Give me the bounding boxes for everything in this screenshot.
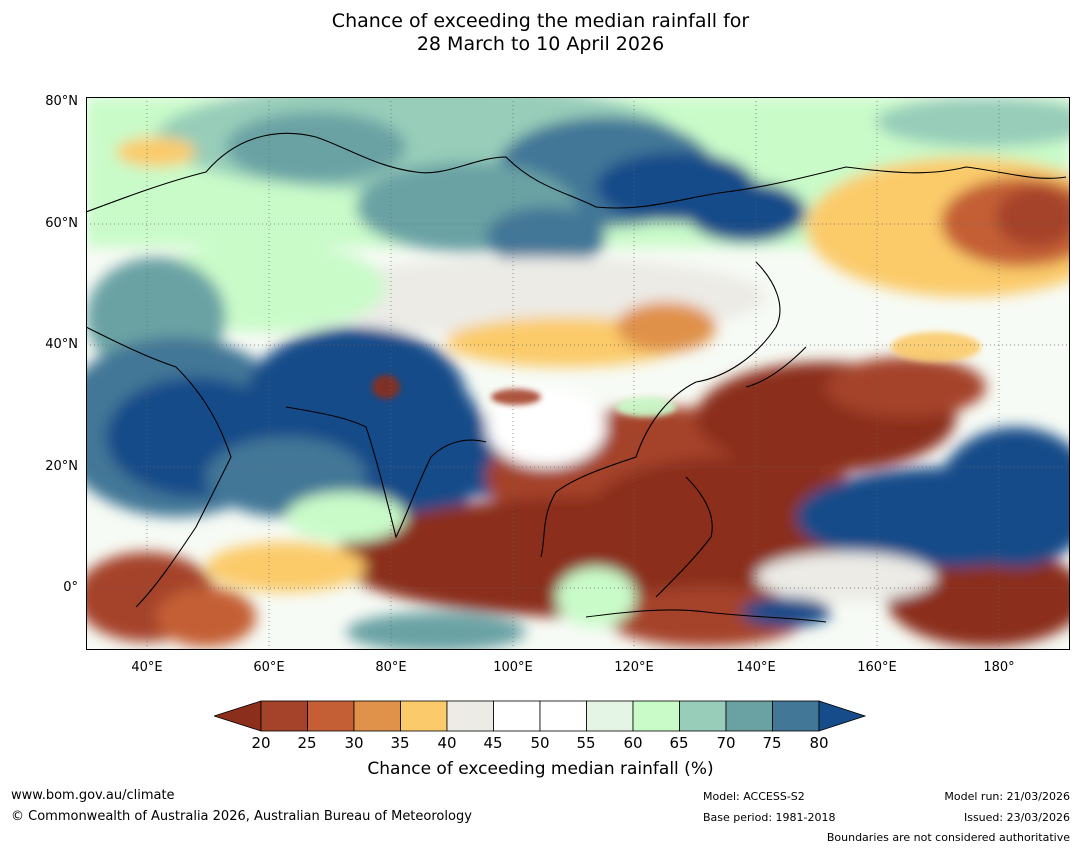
colorbar-segment	[539, 700, 587, 732]
website-link[interactable]: www.bom.gov.au/climate	[11, 788, 175, 803]
colorbar-segment	[725, 700, 773, 732]
colorbar-segment	[353, 700, 401, 732]
colorbar-segment	[632, 700, 680, 732]
rainfall-probability-map	[86, 97, 1070, 650]
base-period: Base period: 1981-2018	[703, 811, 836, 824]
lat-label-40n: 40°N	[45, 337, 78, 352]
colorbar-tick: 65	[669, 734, 689, 752]
graticule	[86, 97, 1070, 650]
colorbar-segment	[400, 700, 448, 732]
probability-field	[86, 97, 1070, 650]
boundaries-disclaimer: Boundaries are not considered authoritat…	[826, 831, 1070, 844]
colorbar-tick: 20	[251, 734, 271, 752]
map-title-line1: Chance of exceeding the median rainfall …	[331, 10, 750, 32]
lon-label-160e: 160°E	[857, 660, 897, 675]
colorbar-tick: 45	[483, 734, 503, 752]
colorbar-tick: 55	[576, 734, 596, 752]
colorbar-segment	[679, 700, 727, 732]
lat-label-80n: 80°N	[45, 94, 78, 109]
colorbar-segment	[260, 700, 308, 732]
colorbar-tick: 35	[390, 734, 410, 752]
lat-label-20n: 20°N	[45, 459, 78, 474]
lat-label-60n: 60°N	[45, 216, 78, 231]
colorbar-label: Chance of exceeding median rainfall (%)	[367, 759, 714, 779]
colorbar-tick: 75	[762, 734, 782, 752]
colorbar-tick: 25	[297, 734, 317, 752]
colorbar-segment	[493, 700, 541, 732]
issued-date: Issued: 23/03/2026	[963, 811, 1070, 824]
map-title-line2: 28 March to 10 April 2026	[416, 33, 665, 55]
model-info: Model: ACCESS-S2	[703, 790, 805, 803]
colorbar-tick: 60	[623, 734, 643, 752]
lon-label-80e: 80°E	[375, 660, 407, 675]
colorbar-tick: 80	[809, 734, 829, 752]
colorbar-segment	[446, 700, 494, 732]
colorbar-tick: 30	[344, 734, 364, 752]
colorbar-extend-high	[818, 700, 867, 732]
lon-label-100e: 100°E	[493, 660, 533, 675]
lat-label-0: 0°	[63, 580, 78, 595]
lon-label-120e: 120°E	[614, 660, 654, 675]
lon-label-180: 180°	[983, 660, 1015, 675]
colorbar	[212, 700, 867, 732]
lon-label-60e: 60°E	[253, 660, 285, 675]
lon-label-40e: 40°E	[131, 660, 163, 675]
colorbar-extend-low	[212, 700, 262, 732]
colorbar-tick: 50	[530, 734, 550, 752]
coastlines	[86, 132, 1067, 623]
lon-label-140e: 140°E	[736, 660, 776, 675]
colorbar-segment	[307, 700, 355, 732]
colorbar-tick: 40	[437, 734, 457, 752]
colorbar-segment	[586, 700, 634, 732]
model-run-date: Model run: 21/03/2026	[944, 790, 1070, 803]
colorbar-tick: 70	[716, 734, 736, 752]
copyright-notice: © Commonwealth of Australia 2026, Austra…	[11, 809, 472, 824]
colorbar-segment	[772, 700, 820, 732]
